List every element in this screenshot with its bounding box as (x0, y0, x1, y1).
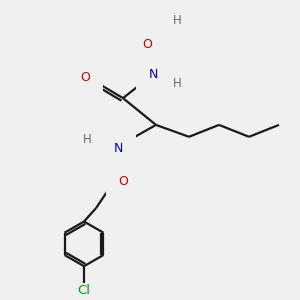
Text: H: H (172, 77, 182, 90)
Text: N: N (148, 68, 158, 81)
Text: O: O (118, 175, 128, 188)
Text: Cl: Cl (77, 284, 91, 297)
Text: H: H (172, 14, 182, 27)
Text: N: N (114, 142, 123, 155)
Text: O: O (81, 71, 90, 84)
Text: H: H (82, 133, 91, 146)
Text: O: O (142, 38, 152, 51)
